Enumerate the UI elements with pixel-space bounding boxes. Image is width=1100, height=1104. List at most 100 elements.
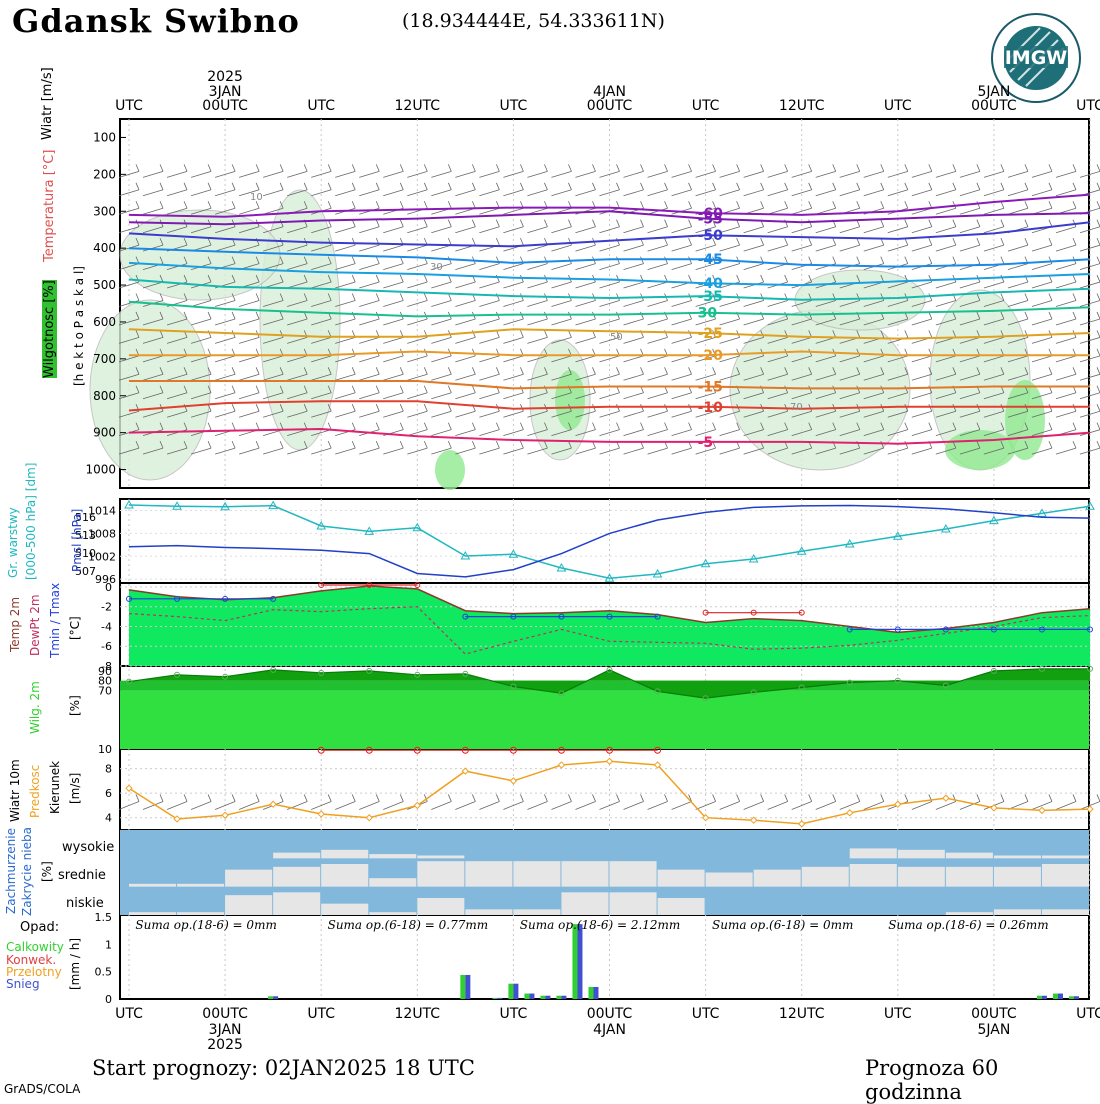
humidity-point-19 xyxy=(1038,665,1045,672)
wind-speed-point-8 xyxy=(509,777,518,785)
tmin-point-7 xyxy=(462,613,469,620)
pmsl-ytick-3: 1014 xyxy=(88,504,116,517)
bottom-date-label-0-1: 2025 xyxy=(207,1037,243,1053)
precip-bar-total-4 xyxy=(524,993,530,999)
isotherm-label-2: -50 xyxy=(698,228,724,244)
wind-speed-point-18 xyxy=(990,804,998,812)
p4-unit-label: [%] xyxy=(68,695,82,716)
isotherm-0 xyxy=(128,193,1091,218)
top-time-tick-4: UTC xyxy=(500,98,528,114)
humidity-point-2 xyxy=(222,673,229,680)
top-time-tick-9: 00UTC xyxy=(971,98,1017,114)
cloud-wysokie-bar-3 xyxy=(273,852,321,859)
isotherm-2 xyxy=(128,221,1091,248)
wind-speed-point-20 xyxy=(1086,805,1094,813)
cloud-srednie-bar-13 xyxy=(753,869,801,887)
p2-gr-label: Gr. warstwy xyxy=(6,507,20,578)
forecast-start: Start prognozy: 02JAN2025 18 UTC xyxy=(92,1056,475,1080)
p6-mid-label: srednie xyxy=(58,868,106,883)
precip-ytick-0: 1.5 xyxy=(95,911,113,924)
precip-bar-snow-4 xyxy=(529,993,535,999)
bottom-date-label-1-0: 4JAN xyxy=(593,1022,626,1038)
tmin-point-10 xyxy=(606,613,613,620)
precip-bar-total-8 xyxy=(588,986,594,999)
isotherm-10 xyxy=(128,400,1090,412)
cloud-srednie-bar-5 xyxy=(369,878,417,887)
cloud-niskie-bar-2 xyxy=(225,895,273,915)
wind-speed-point-14 xyxy=(797,820,806,828)
p5-pred-label: Predkosc xyxy=(28,764,42,818)
p7-konw-label: Konwek. xyxy=(6,953,57,967)
humidity-point-16 xyxy=(894,677,901,684)
p7-unit-label: [mm / h] xyxy=(68,937,82,990)
cloud-niskie-bar-6 xyxy=(417,898,465,915)
top-time-tick-6: UTC xyxy=(692,98,720,114)
isotherm-5 xyxy=(128,278,1091,301)
upper-ytick-2: 300 xyxy=(93,204,116,218)
p7-calk-label: Calkowity xyxy=(6,940,64,954)
tmin-point-0 xyxy=(126,595,132,602)
wind-ytick-0: 8 xyxy=(105,763,112,776)
thickness-point-20 xyxy=(1085,501,1095,510)
p7-opad-label: Opad: xyxy=(20,920,60,935)
upper-ytick-4: 500 xyxy=(93,278,116,292)
thickness-point-12 xyxy=(700,558,711,568)
isotherm-label-7: -25 xyxy=(698,326,723,342)
p7-prz-label: Przelotny xyxy=(6,965,62,979)
wind-speed-point-19 xyxy=(1038,806,1046,815)
isotherm-4 xyxy=(128,261,1091,287)
humidity-band-mid xyxy=(120,680,1089,691)
bottom-time-tick-2: UTC xyxy=(307,1006,335,1022)
upper-ytick-8: 900 xyxy=(93,426,116,440)
wind-speed-point-2 xyxy=(221,811,229,819)
p3-unit-label: [°C] xyxy=(68,616,82,640)
cloud-srednie-bar-14 xyxy=(801,866,849,887)
thickness-point-6 xyxy=(412,522,423,532)
tmin-line xyxy=(129,598,1090,630)
thickness-point-8 xyxy=(508,549,519,558)
wind-dir-point-4 xyxy=(317,746,325,754)
upper-ytick-5: 600 xyxy=(93,315,116,329)
wind-dir-point-5 xyxy=(365,746,373,754)
humidity-point-8 xyxy=(510,683,517,690)
wind-dir-point-8 xyxy=(509,746,517,754)
wind-speed-point-15 xyxy=(846,809,854,817)
precip-bar-total-3 xyxy=(508,983,514,999)
humidity-area xyxy=(129,668,1090,699)
thickness-point-4 xyxy=(316,520,327,530)
cloud-niskie-bar-9 xyxy=(561,892,609,915)
p6-zach-label: Zachmurzenie xyxy=(4,827,18,914)
top-date-label-0-0: 2025 xyxy=(207,69,243,85)
precip-bar-total-9 xyxy=(1036,995,1042,999)
precip-sum-0: Suma op.(18-6) = 0mm xyxy=(135,918,276,932)
wind-speed-point-0 xyxy=(125,784,133,792)
wind-speed-point-11 xyxy=(653,761,662,769)
cloud-niskie-bar-11 xyxy=(657,898,705,915)
tmin-point-3 xyxy=(270,595,277,602)
cloud-srednie-bar-2 xyxy=(225,869,273,887)
humidity-label-1: 30 xyxy=(430,262,443,273)
humidity-label-3: 70 xyxy=(790,402,803,413)
humidity-ytick-1: 80 xyxy=(98,675,112,688)
tmin-point-11 xyxy=(654,613,661,620)
tmin-point-17 xyxy=(942,626,949,633)
upper-ytick-6: 700 xyxy=(93,352,116,366)
humidity-point-5 xyxy=(366,667,373,674)
precip-bar-snow-8 xyxy=(593,986,599,999)
isotherm-label-11: -5 xyxy=(698,435,714,451)
tmax-point-6 xyxy=(414,581,421,588)
thickness-point-3 xyxy=(268,500,279,510)
wind-speed-point-12 xyxy=(701,814,710,822)
p2-range-label: [000-500 hPa] [dm] xyxy=(24,462,38,580)
top-time-tick-10: UTC xyxy=(1076,98,1100,114)
precip-bar-snow-1 xyxy=(465,974,471,999)
top-time-tick-5: 00UTC xyxy=(587,98,633,114)
top-time-tick-8: UTC xyxy=(884,98,912,114)
p6-high-label: wysokie xyxy=(62,840,115,855)
wind-ytick-2: 4 xyxy=(105,812,112,825)
dewpoint-line xyxy=(128,606,1091,655)
precip-sum-3: Suma op.(6-18) = 0mm xyxy=(712,918,853,932)
pmsl-ytick-0: 996 xyxy=(95,573,116,586)
bottom-time-tick-8: UTC xyxy=(884,1006,912,1022)
cloud-srednie-bar-10 xyxy=(609,861,657,887)
